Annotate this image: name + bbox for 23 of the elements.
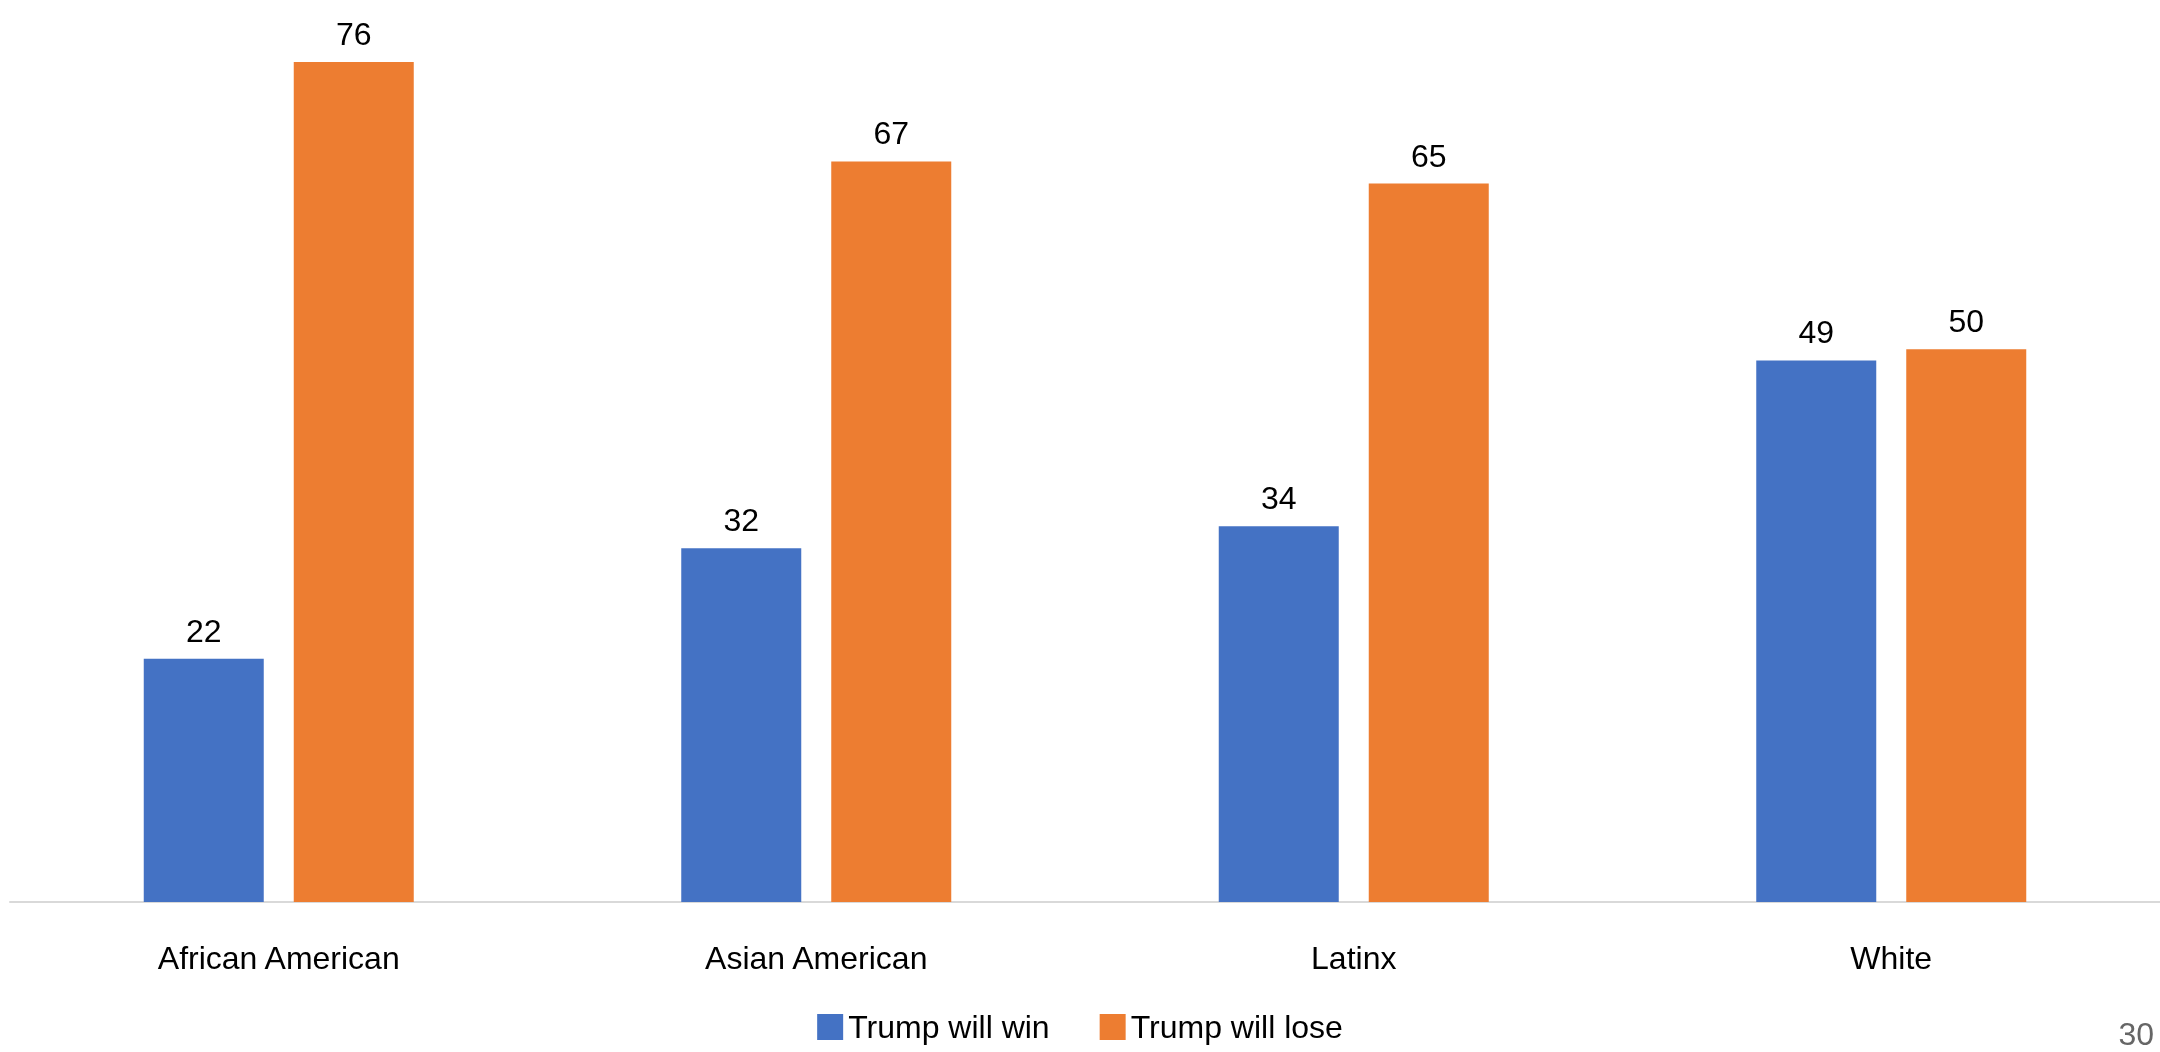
x-tick-label: Asian American xyxy=(705,940,928,976)
bar xyxy=(1906,349,2027,902)
bar xyxy=(293,62,414,902)
data-label: 49 xyxy=(1798,314,1835,351)
data-label: 32 xyxy=(723,502,760,539)
legend-label: Trump will win xyxy=(848,1009,1050,1045)
data-label: 50 xyxy=(1948,303,1985,340)
data-label: 67 xyxy=(873,115,910,152)
x-tick-label: White xyxy=(1850,940,1933,976)
bar xyxy=(681,548,802,902)
bar xyxy=(1368,183,1489,902)
bar xyxy=(143,658,264,902)
legend-label: Trump will lose xyxy=(1130,1009,1343,1045)
data-label: 65 xyxy=(1410,137,1447,174)
x-tick-label: Latinx xyxy=(1311,940,1397,976)
data-label: 22 xyxy=(185,612,222,649)
bar xyxy=(1218,526,1339,902)
text: 30 xyxy=(2118,1016,2154,1052)
bar xyxy=(831,161,952,902)
data-label: 34 xyxy=(1260,480,1297,517)
bar xyxy=(1756,360,1877,902)
x-tick-label: African American xyxy=(157,940,400,976)
data-label: 76 xyxy=(335,16,372,52)
